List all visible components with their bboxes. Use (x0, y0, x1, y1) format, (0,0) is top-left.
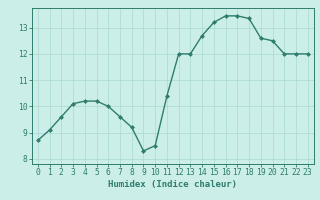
X-axis label: Humidex (Indice chaleur): Humidex (Indice chaleur) (108, 180, 237, 189)
